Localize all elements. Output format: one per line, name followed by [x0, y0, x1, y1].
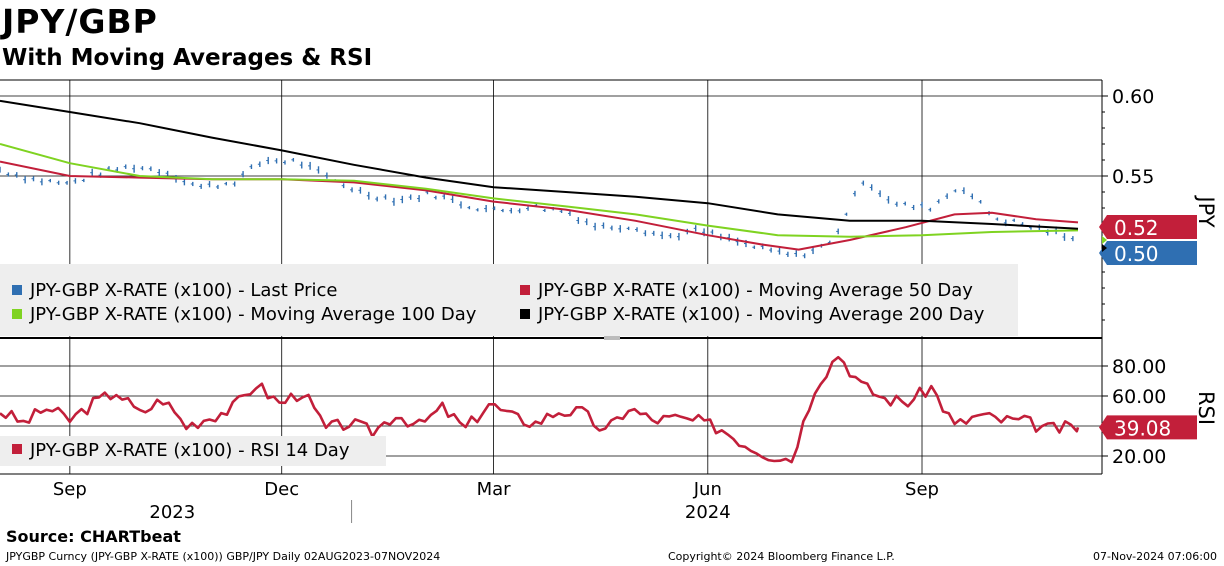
last-price-value-tag-pointer: [1099, 241, 1107, 265]
last-price-value-tag: 0.50: [1099, 241, 1197, 266]
source-note: Source: CHARTbeat: [6, 527, 181, 546]
price-tick-label: 0.55: [1112, 166, 1154, 188]
moving_average_200-line: [0, 99, 1079, 230]
month-label: Sep: [53, 479, 87, 500]
rsi-tick-label: 80.00: [1112, 356, 1166, 378]
legend-label: JPY-GBP X-RATE (x100) - RSI 14 Day: [29, 440, 350, 461]
month-label: Dec: [264, 479, 299, 500]
moving_average_100-line: [0, 143, 1079, 238]
chart-title: JPY/GBP: [2, 2, 158, 41]
month-label: Mar: [477, 479, 512, 500]
legend-swatch: [12, 444, 22, 454]
security-description: JPYGBP Curncy (JPY-GBP X-RATE (x100)) GB…: [6, 550, 441, 563]
legend-label: JPY-GBP X-RATE (x100) - Moving Average 5…: [537, 280, 973, 301]
legend-label: JPY-GBP X-RATE (x100) - Moving Average 2…: [537, 304, 985, 325]
rsi-value-tag-pointer: [1099, 415, 1107, 440]
rsi-value-tag: 39.08: [1099, 415, 1197, 440]
legend-item-last_price: JPY-GBP X-RATE (x100) - Last Price: [12, 280, 338, 301]
year-label: 2024: [685, 502, 731, 523]
legend-item-moving_average_100: JPY-GBP X-RATE (x100) - Moving Average 1…: [12, 304, 477, 325]
legend-swatch: [12, 285, 22, 295]
price-legend: JPY-GBP X-RATE (x100) - Last Price JPY-GB…: [0, 264, 1018, 336]
ma50-value-tag-text: 0.52: [1114, 216, 1159, 240]
price-legend-bg: [0, 264, 1018, 336]
rsi-legend-bg: [0, 436, 386, 466]
rsi-value-tag-box: [1107, 415, 1197, 440]
copyright-note: Copyright© 2024 Bloomberg Finance L.P.: [668, 550, 895, 563]
legend-swatch: [520, 309, 530, 319]
ma50-value-tag-box: [1107, 215, 1197, 239]
legend-item-moving_average_50: JPY-GBP X-RATE (x100) - Moving Average 5…: [520, 280, 973, 301]
ma200-marker: [1102, 244, 1107, 252]
last-price-series: [0, 156, 1074, 259]
moving_average_50-line: [0, 160, 1079, 251]
legend-label: JPY-GBP X-RATE (x100) - Last Price: [29, 280, 338, 301]
rsi-legend: JPY-GBP X-RATE (x100) - RSI 14 Day: [0, 436, 386, 466]
rsi-axis-title: RSI: [1194, 391, 1218, 425]
ma50-value-tag: 0.52: [1099, 215, 1197, 240]
rsi-series: [0, 355, 1080, 464]
month-label: Sep: [905, 479, 939, 500]
legend-swatch: [12, 309, 22, 319]
last-price-value-tag-text: 0.50: [1114, 242, 1159, 266]
ma100-marker: [1102, 236, 1107, 244]
rsi-tick-label: 60.00: [1112, 386, 1166, 408]
chart-subtitle: With Moving Averages & RSI: [2, 45, 373, 71]
legend-item-moving_average_200: JPY-GBP X-RATE (x100) - Moving Average 2…: [520, 304, 985, 325]
legend-swatch: [520, 285, 530, 295]
price-axis-title: JPY: [1194, 194, 1218, 227]
rsi-line: [0, 355, 1080, 464]
price-tick-label: 0.60: [1112, 86, 1154, 108]
month-label: Jun: [693, 479, 722, 500]
last-price-value-tag-box: [1107, 241, 1197, 265]
panel-splitter-handle: [604, 336, 620, 340]
ma50-value-tag-pointer: [1099, 215, 1107, 239]
rsi-value-tag-text: 39.08: [1114, 416, 1171, 440]
legend-label: JPY-GBP X-RATE (x100) - Moving Average 1…: [29, 304, 477, 325]
timestamp: 07-Nov-2024 07:06:00: [1093, 550, 1218, 563]
rsi-tick-label: 20.00: [1112, 446, 1166, 468]
year-label: 2023: [149, 502, 195, 523]
